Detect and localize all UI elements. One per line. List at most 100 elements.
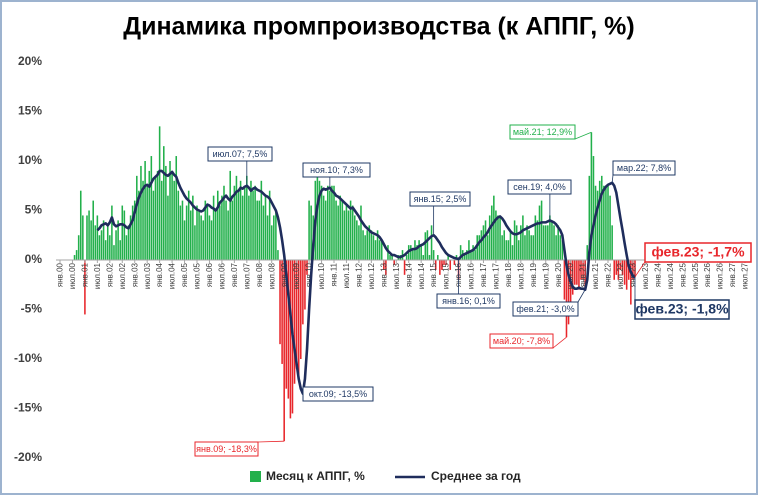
bar — [246, 176, 248, 260]
x-tick-label: янв.11 — [330, 262, 339, 286]
bar — [250, 181, 252, 260]
bar — [159, 126, 161, 260]
x-tick-label: июл.18 — [516, 262, 525, 289]
bar — [526, 225, 528, 260]
bar — [153, 191, 155, 260]
bar — [167, 196, 169, 260]
bar — [200, 215, 202, 260]
bar — [146, 186, 148, 260]
bar — [242, 196, 244, 260]
bar — [362, 230, 364, 260]
bar — [360, 206, 362, 260]
bar — [144, 161, 146, 260]
x-tick-label: июл.02 — [118, 262, 127, 289]
bar — [140, 166, 142, 260]
bar — [564, 260, 566, 300]
bar — [366, 230, 368, 260]
bar — [339, 196, 341, 260]
bar — [190, 211, 192, 261]
bar — [528, 230, 530, 260]
bar — [601, 176, 603, 260]
bar — [364, 235, 366, 260]
bar — [503, 230, 505, 260]
annotation-label: янв.15; 2,5% — [414, 194, 467, 204]
bar — [508, 240, 510, 260]
x-tick-label: янв.00 — [56, 262, 65, 287]
bar — [535, 215, 537, 260]
bar — [248, 196, 250, 260]
bar — [613, 260, 615, 280]
legend-label: Месяц к АППГ, % — [266, 469, 365, 483]
chart-title: Динамика промпроизводства (к АППГ, %) — [123, 13, 634, 41]
bar — [489, 215, 491, 260]
x-tick-label: янв.22 — [604, 262, 613, 287]
bar — [425, 232, 427, 260]
bar — [597, 191, 599, 260]
x-tick-label: июл.06 — [218, 262, 227, 289]
bar — [464, 255, 466, 260]
x-tick-label: янв.26 — [703, 262, 712, 287]
bar — [97, 215, 99, 260]
x-tick-label: июл.00 — [68, 262, 77, 289]
bar — [431, 225, 433, 260]
bar — [165, 166, 167, 260]
x-tick-label: янв.05 — [180, 262, 189, 287]
bar — [308, 201, 310, 260]
bar — [182, 201, 184, 260]
bar — [238, 191, 240, 260]
bar — [524, 235, 526, 260]
bar — [219, 206, 221, 260]
bar — [356, 220, 358, 260]
bar — [420, 245, 422, 260]
bar — [375, 240, 377, 260]
bar — [88, 211, 90, 261]
bar — [202, 220, 204, 260]
bar — [76, 250, 78, 260]
bar — [607, 186, 609, 260]
bar — [325, 201, 327, 260]
bar — [277, 250, 279, 260]
bar — [609, 196, 611, 260]
bar — [213, 196, 215, 260]
bar — [545, 225, 547, 260]
bar — [211, 220, 213, 260]
bar — [352, 206, 354, 260]
bar — [121, 206, 123, 260]
bar — [335, 201, 337, 260]
bar — [157, 171, 159, 260]
bar — [429, 255, 431, 260]
bar — [327, 186, 329, 260]
bar — [329, 191, 331, 260]
bar — [346, 206, 348, 260]
annotation-label: мар.22; 7,8% — [617, 163, 671, 173]
annotation-label: ноя.10; 7,3% — [310, 165, 363, 175]
bar — [491, 206, 493, 260]
annotation-label: янв.16; 0,1% — [442, 296, 495, 306]
bar — [142, 181, 144, 260]
x-tick-label: янв.17 — [479, 262, 488, 287]
bar — [136, 176, 138, 260]
bar — [90, 220, 92, 260]
y-tick-label: 15% — [18, 104, 42, 118]
bar — [126, 235, 128, 260]
x-tick-label: янв.04 — [155, 262, 164, 287]
bar — [252, 191, 254, 260]
x-tick-label: янв.27 — [728, 262, 737, 287]
x-tick-label: июл.19 — [541, 262, 550, 289]
x-tick-label: янв.24 — [653, 262, 662, 287]
x-tick-label: июл.21 — [591, 262, 600, 289]
bar — [161, 181, 163, 260]
bar — [113, 245, 115, 260]
bar — [358, 225, 360, 260]
bar — [410, 245, 412, 260]
x-tick-label: июл.11 — [342, 262, 351, 288]
x-tick-label: июл.25 — [691, 262, 700, 289]
bar — [186, 206, 188, 260]
bar — [373, 235, 375, 260]
bar — [547, 225, 549, 260]
bar — [481, 230, 483, 260]
annotation-label: янв.09; -18,3% — [196, 444, 257, 454]
x-tick-label: янв.08 — [255, 262, 264, 287]
x-tick-label: июл.07 — [242, 262, 251, 289]
